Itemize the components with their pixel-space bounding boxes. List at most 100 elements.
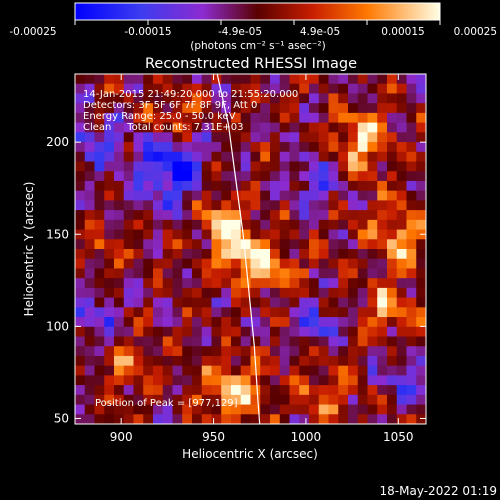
heatmap-cell [133,297,144,308]
heatmap-cell [406,287,417,299]
heatmap-cell [309,414,320,424]
heatmap-cell [260,151,271,163]
heatmap-cell [162,132,174,143]
heatmap-cell [162,287,174,299]
heatmap-cell [348,210,359,221]
heatmap-cell [416,132,426,143]
heatmap-cell [289,317,300,328]
heatmap-cell [123,112,135,124]
heatmap-cell [162,336,174,347]
heatmap-cell [192,190,203,201]
heatmap-cell [201,268,213,279]
heatmap-cell [75,414,86,424]
heatmap-cell [192,142,203,153]
colorbar-label: (photons cm⁻² s⁻¹ asec⁻²) [190,40,325,52]
heatmap-cell [357,180,369,192]
heatmap-cell [270,394,281,406]
heatmap-cell [240,346,252,357]
heatmap-cell [133,249,144,260]
heatmap-cell [114,404,125,415]
heatmap-cell [123,122,135,133]
heatmap-cell [338,297,349,308]
heatmap-cell [114,83,125,95]
heatmap-cell [328,307,339,318]
heatmap-cell [123,132,135,143]
heatmap-cell [406,190,417,201]
heatmap-cell [162,385,174,396]
heatmap-cell [396,249,408,260]
heatmap-cell [133,210,144,221]
heatmap-cell [201,219,213,231]
heatmap-cell [143,83,154,95]
heatmap-cell [133,307,144,318]
heatmap-cell [289,268,300,279]
heatmap-cell [357,93,369,104]
heatmap-cell [338,287,349,299]
heatmap-cell [328,210,339,221]
heatmap-cell [348,132,359,143]
heatmap-cell [84,336,96,347]
heatmap-cell [143,336,154,347]
heatmap-cell [123,268,135,279]
heatmap-cell [377,385,388,396]
heatmap-cell [387,258,398,270]
heatmap-cell [260,394,271,406]
heatmap-cell [367,190,378,201]
heatmap-cell [260,161,271,172]
heatmap-cell [133,326,144,338]
heatmap-cell [416,297,426,308]
heatmap-cell [123,210,135,221]
heatmap-cell [231,375,242,386]
heatmap-cell [357,249,369,260]
heatmap-cell [279,151,291,163]
heatmap-cell [328,287,339,299]
heatmap-cell [357,200,369,211]
heatmap-cell [260,326,271,338]
heatmap-cell [172,414,183,424]
heatmap-cell [75,122,86,133]
heatmap-cell [279,112,291,124]
heatmap-cell [279,404,291,415]
heatmap-cell [94,171,105,182]
heatmap-cell [260,297,271,308]
heatmap-cell [250,278,261,289]
heatmap-cell [416,326,426,338]
heatmap-cell [367,229,378,240]
heatmap-cell [192,132,203,143]
heatmap-cell [192,414,203,424]
heatmap-cell [299,336,310,347]
heatmap-cell [192,171,203,182]
heatmap-cell [328,132,339,143]
heatmap-cell [318,161,330,172]
heatmap-cell [357,287,369,299]
heatmap-cell [338,200,349,211]
heatmap-cell [240,93,252,104]
heatmap-cell [318,287,330,299]
heatmap-cell [104,83,115,95]
heatmap-cell [328,93,339,104]
heatmap-cell [357,307,369,318]
heatmap-cell [240,278,252,289]
heatmap-cell [416,180,426,192]
heatmap-cell [348,375,359,386]
heatmap-cell [309,385,320,396]
heatmap-cell [270,239,281,250]
heatmap-cell [192,229,203,240]
heatmap-cell [123,190,135,201]
heatmap-cell [172,365,183,376]
heatmap-cell [153,355,164,367]
heatmap-cell [309,219,320,231]
heatmap-cell [406,326,417,338]
heatmap-cell [201,346,213,357]
heatmap-cell [162,394,174,406]
heatmap-cell [240,74,252,85]
heatmap-cell [406,132,417,143]
heatmap-cell [240,132,252,143]
heatmap-cell [396,180,408,192]
heatmap-cell [123,219,135,231]
heatmap-cell [387,229,398,240]
heatmap-cell [201,142,213,153]
heatmap-cell [367,180,378,192]
heatmap-cell [299,190,310,201]
heatmap-cell [172,161,183,172]
